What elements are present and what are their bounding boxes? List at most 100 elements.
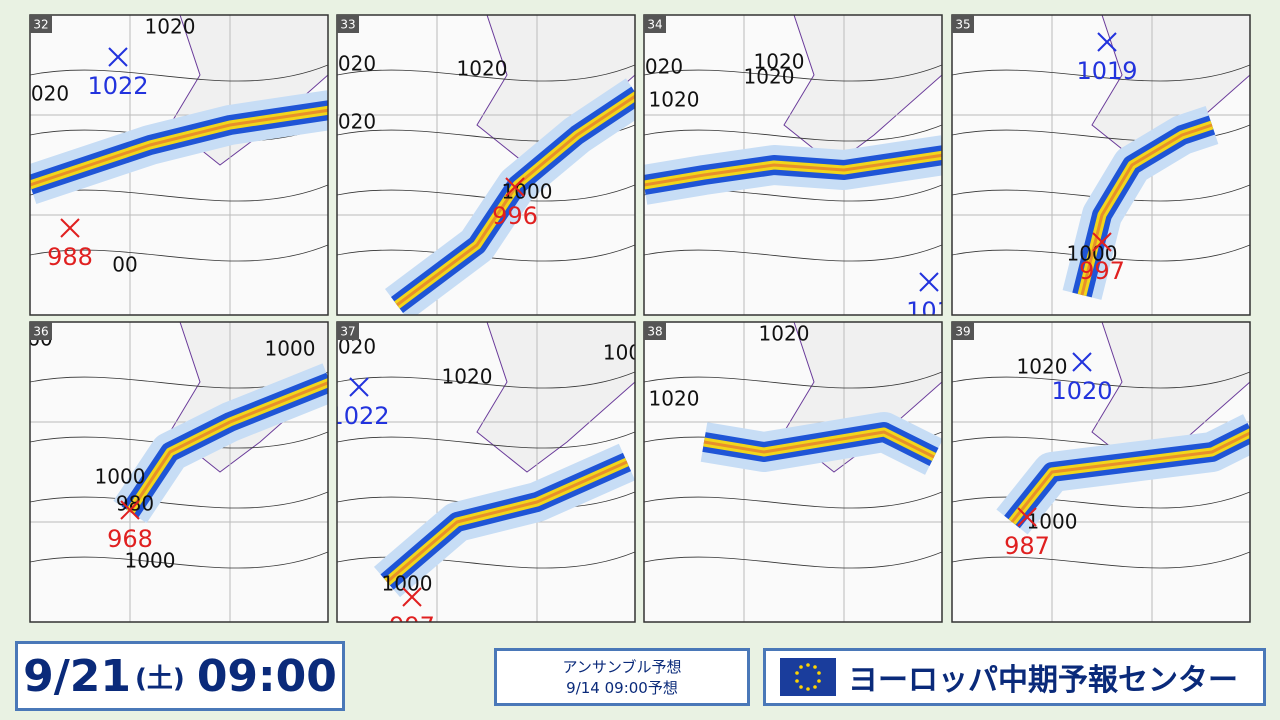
map-grid: 1020 020 00 1022 988 32 020 1020 020 1000 996 33 020… — [29, 14, 1251, 623]
isobar-line — [337, 551, 635, 569]
high-pressure-label: 1020 — [1051, 377, 1112, 405]
pressure-center-mark — [1097, 32, 1117, 52]
map-panel: 6010001000980100096836 — [29, 321, 329, 623]
pressure-center-mark — [60, 218, 80, 238]
isobar-line — [644, 551, 942, 569]
isobar-label: 1000 — [95, 465, 146, 489]
isobar-line — [337, 371, 635, 389]
isobar-line — [30, 64, 328, 82]
pressure-center-mark — [1092, 232, 1112, 252]
panel-number-tag — [30, 15, 52, 33]
panel-border — [336, 321, 636, 623]
panel-border — [951, 14, 1251, 316]
ensemble-title: アンサンブル予想 — [562, 658, 682, 676]
isobar-line — [952, 551, 1250, 569]
isobar-line — [337, 64, 635, 82]
map-content: 1000 1019 997 — [952, 15, 1250, 315]
rain-area — [644, 153, 942, 187]
high-pressure-label: 101 — [906, 297, 952, 325]
map-content: 1020 020 00 1022 988 — [30, 15, 328, 315]
isobar-label: 1020 — [744, 65, 795, 89]
isobar-label: 020 — [338, 110, 376, 134]
panel-number-tag — [644, 322, 666, 340]
panel-border — [336, 14, 636, 316]
isobar-label: 1020 — [754, 50, 805, 74]
isobar-label: 1020 — [457, 57, 508, 81]
ensemble-init: 9/14 09:00予想 — [566, 679, 678, 697]
map-content: 1020 1020 — [644, 322, 942, 622]
panel-border — [29, 321, 329, 623]
isobar-label: 1020 — [1017, 355, 1068, 379]
isobar-line — [30, 551, 328, 569]
rain-area — [1010, 431, 1250, 523]
isobar-line — [30, 491, 328, 509]
isobar-line — [644, 491, 942, 509]
panel-number-tag — [952, 322, 974, 340]
isobar-label: 1000 — [1067, 242, 1118, 266]
isobar-label: 020 — [645, 55, 683, 79]
isobar-line — [952, 491, 1250, 509]
panel-number: 33 — [340, 18, 355, 32]
isobar-label: 1000 — [265, 337, 316, 361]
pressure-center-mark — [1017, 507, 1037, 527]
map-panel: 1000 1019 997 35 — [951, 14, 1251, 316]
panel-number: 34 — [647, 18, 662, 32]
rain-area — [128, 381, 328, 513]
map-panel: 1020 1000 1020 987 39 — [951, 321, 1251, 623]
time: 09:00 — [196, 650, 337, 702]
date-box: 9/21 (土) 09:00 — [15, 641, 345, 711]
isobar-label: 020 — [31, 82, 69, 106]
isobar-line — [644, 244, 942, 262]
high-pressure-label: 1019 — [1076, 57, 1137, 85]
high-pressure-label: 1022 — [87, 72, 148, 100]
low-pressure-label: 988 — [47, 243, 93, 271]
isobar-line — [644, 371, 942, 389]
isobar-line — [644, 124, 942, 142]
panel-number: 32 — [33, 18, 48, 32]
isobar-label: 1020 — [759, 322, 810, 346]
panel-border — [643, 321, 943, 623]
isobar-line — [337, 431, 635, 449]
map-content: 60100010009801000968 — [30, 322, 328, 622]
low-pressure-label: 996 — [492, 202, 538, 230]
rain-area — [386, 460, 628, 584]
panel-number: 38 — [647, 325, 662, 339]
isobar-label: 980 — [116, 492, 154, 516]
pressure-center-mark — [1072, 352, 1092, 372]
rain-area — [1080, 123, 1213, 296]
panel-number-tag — [337, 322, 359, 340]
isobar-line — [952, 64, 1250, 82]
center-box: ヨーロッパ中期予報センター — [763, 648, 1266, 706]
panel-number: 36 — [33, 325, 48, 339]
isobar-line — [644, 64, 942, 82]
map-content: 1020 1000 1020 987 — [952, 322, 1250, 622]
date: 9/21 — [23, 650, 132, 702]
isobar-label: 1020 — [649, 88, 700, 112]
isobar-label: 1020 — [145, 15, 196, 39]
rain-area — [703, 430, 935, 459]
isobar-label: 1020 — [649, 387, 700, 411]
panel-number-tag — [337, 15, 359, 33]
panel-border — [643, 14, 943, 316]
panel-number: 35 — [955, 18, 970, 32]
low-pressure-label: 968 — [107, 525, 153, 553]
land — [476, 322, 635, 473]
isobar-label: 1000 — [1027, 510, 1078, 534]
rain-area — [30, 108, 328, 187]
isobar-label: 020 — [338, 52, 376, 76]
isobar-line — [30, 244, 328, 262]
pressure-center-mark — [120, 500, 140, 520]
isobar-label: 100 — [603, 341, 641, 365]
eu-flag — [780, 658, 836, 696]
map-panel: 1020 020 00 1022 988 32 — [29, 14, 329, 316]
panel-border — [951, 321, 1251, 623]
panel-number: 37 — [340, 325, 355, 339]
weekday: (土) — [135, 663, 185, 694]
map-panel: 1020 1020 38 — [643, 321, 943, 623]
